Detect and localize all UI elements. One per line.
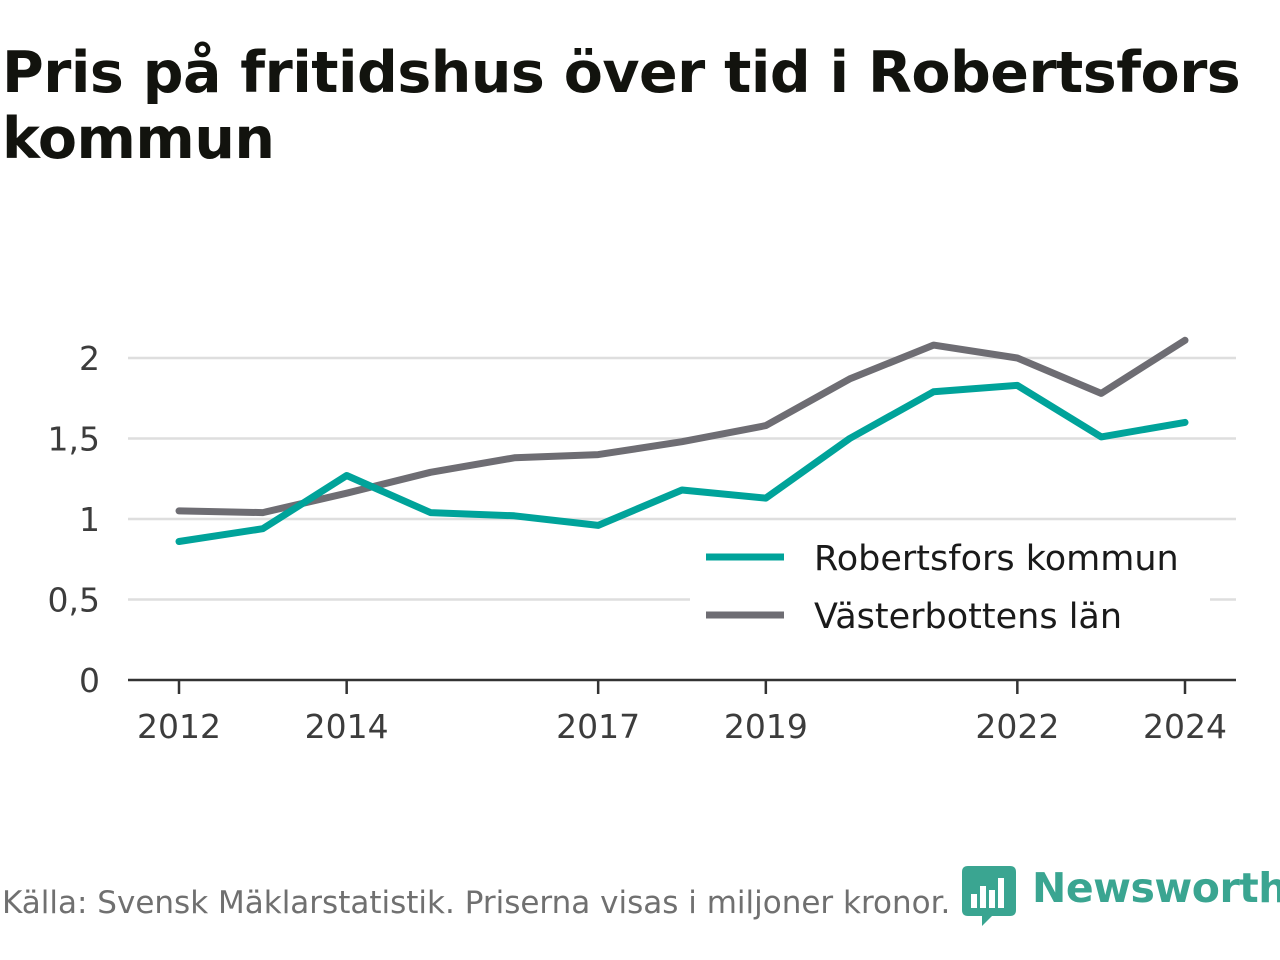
- x-axis: 2012 2014 2017 2019 2022 2024: [128, 678, 1236, 746]
- x-tick-label: 2024: [1143, 707, 1227, 746]
- legend-label: Västerbottens län: [814, 597, 1122, 637]
- brand-name: Newsworthy: [1032, 864, 1280, 912]
- series-lines: [175, 336, 1189, 545]
- x-tick-label: 2017: [556, 707, 640, 746]
- series-line: [175, 336, 1189, 517]
- x-tick-label: 2014: [305, 707, 389, 746]
- y-tick-label: 0: [79, 661, 100, 700]
- source-note: Källa: Svensk Mäklarstatistik. Priserna …: [2, 885, 951, 921]
- legend-label: Robertsfors kommun: [814, 539, 1179, 579]
- series-line: [175, 381, 1189, 545]
- legend-background: [690, 528, 1210, 646]
- legend: Robertsfors kommun Västerbottens län: [690, 528, 1210, 646]
- y-tick-label: 0,5: [48, 581, 100, 620]
- x-tick-label: 2019: [724, 707, 808, 746]
- y-tick-label: 1: [79, 500, 100, 539]
- bar-chart-speech-bubble-icon: [962, 866, 1016, 926]
- chart-title: Pris på fritidshus över tid i Robertsfor…: [2, 40, 1241, 172]
- y-tick-label: 2: [79, 339, 100, 378]
- x-tick-label: 2012: [137, 707, 221, 746]
- x-tick-label: 2022: [975, 707, 1059, 746]
- y-axis-ticks: 0 0,5 1 1,5 2: [48, 339, 100, 700]
- y-tick-label: 1,5: [48, 420, 100, 459]
